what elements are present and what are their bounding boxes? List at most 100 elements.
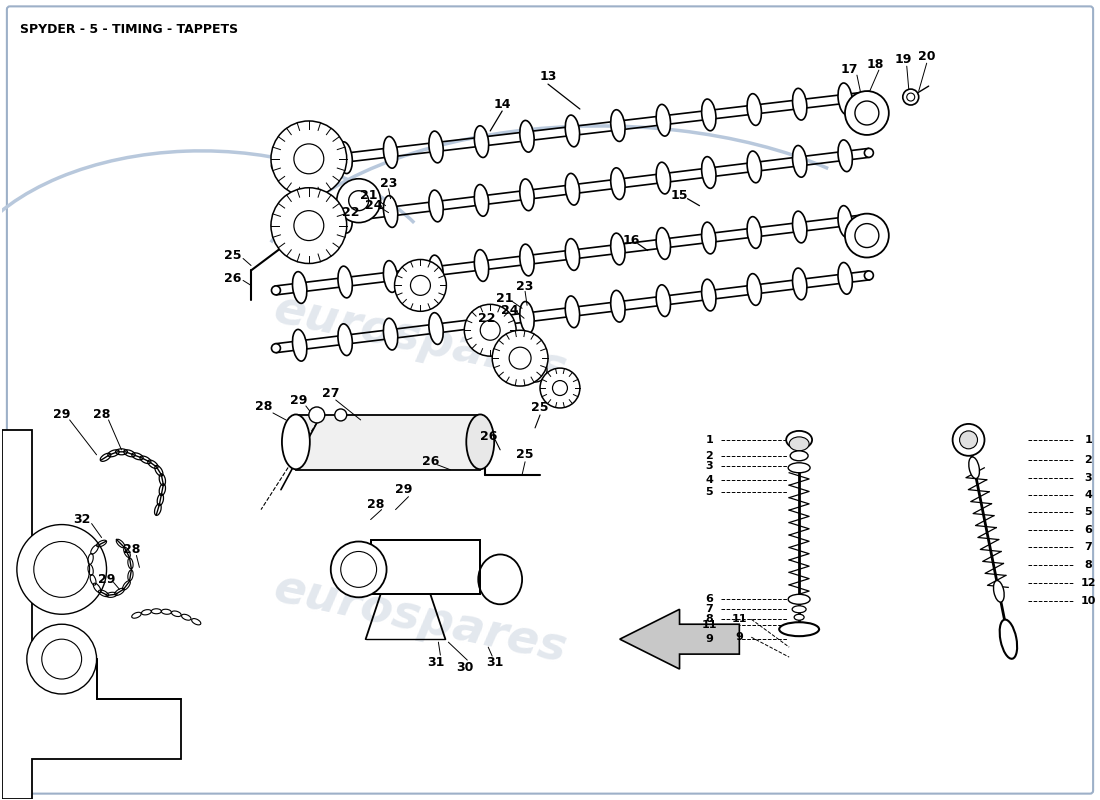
Ellipse shape [792,146,807,177]
Text: 23: 23 [379,178,397,190]
Circle shape [410,275,430,295]
Ellipse shape [338,142,352,174]
Text: 3: 3 [1085,473,1092,482]
Ellipse shape [838,206,853,238]
Circle shape [294,144,323,174]
Text: 29: 29 [290,394,308,406]
Ellipse shape [993,581,1004,602]
Ellipse shape [466,414,494,470]
Ellipse shape [969,457,979,478]
Circle shape [334,409,346,421]
Text: 16: 16 [623,234,640,247]
Ellipse shape [1000,619,1018,658]
Text: 25: 25 [224,249,242,262]
Text: 3: 3 [705,461,713,470]
Text: eurospares: eurospares [270,287,571,394]
Ellipse shape [792,268,807,300]
Ellipse shape [565,296,580,328]
Ellipse shape [792,211,807,243]
Circle shape [865,214,873,223]
Circle shape [271,188,346,263]
Ellipse shape [747,94,761,126]
Ellipse shape [702,222,716,254]
Circle shape [271,121,346,197]
Ellipse shape [520,179,535,210]
Text: 7: 7 [1085,542,1092,553]
Text: 26: 26 [480,430,497,443]
Circle shape [272,286,280,295]
Ellipse shape [790,451,808,461]
Text: 6: 6 [705,594,714,604]
Circle shape [552,381,568,395]
Ellipse shape [338,266,352,298]
Text: 25: 25 [531,402,549,414]
Ellipse shape [610,290,625,322]
Ellipse shape [656,162,671,194]
Circle shape [540,368,580,408]
Text: 10: 10 [1080,596,1096,606]
Text: 9: 9 [736,632,744,642]
Ellipse shape [789,594,810,604]
Ellipse shape [474,185,488,216]
Text: 7: 7 [705,604,713,614]
Text: 20: 20 [917,50,935,62]
Ellipse shape [702,279,716,311]
Circle shape [395,259,447,311]
Bar [371,539,481,594]
Text: 8: 8 [705,614,713,624]
Polygon shape [2,430,182,798]
Circle shape [34,542,89,598]
Ellipse shape [747,151,761,182]
Circle shape [865,271,873,280]
Circle shape [855,101,879,125]
Text: 29: 29 [395,483,412,496]
Circle shape [959,431,978,449]
Circle shape [481,320,500,340]
Text: 1: 1 [1085,435,1092,445]
Ellipse shape [702,99,716,130]
Circle shape [492,330,548,386]
Text: 18: 18 [866,58,883,70]
Ellipse shape [520,121,535,152]
Circle shape [337,178,381,222]
Ellipse shape [338,202,352,233]
Text: 24: 24 [502,304,519,317]
Ellipse shape [789,437,810,451]
Text: 4: 4 [705,474,714,485]
Bar [296,415,481,470]
Circle shape [294,210,323,241]
Text: 5: 5 [705,486,713,497]
Circle shape [845,91,889,135]
Text: 11: 11 [732,614,747,624]
Text: 28: 28 [123,543,140,556]
Text: 28: 28 [92,409,110,422]
Text: 21: 21 [496,292,514,305]
Circle shape [272,221,280,230]
Text: 17: 17 [840,62,858,76]
Ellipse shape [610,110,625,142]
Ellipse shape [282,414,310,470]
Ellipse shape [792,606,806,613]
Ellipse shape [429,131,443,163]
Ellipse shape [610,233,625,265]
Circle shape [855,224,879,247]
Ellipse shape [838,262,853,294]
Circle shape [524,358,547,382]
Text: 5: 5 [1085,506,1092,517]
Text: 8: 8 [1085,561,1092,570]
Ellipse shape [657,228,671,259]
Circle shape [349,190,368,210]
Circle shape [865,91,873,101]
Ellipse shape [610,168,625,199]
Text: 31: 31 [486,655,504,669]
Circle shape [272,344,280,353]
Circle shape [903,89,918,105]
Ellipse shape [520,302,535,334]
Text: 24: 24 [365,199,383,212]
Ellipse shape [293,272,307,303]
Text: 4: 4 [1085,490,1092,500]
Circle shape [26,624,97,694]
Text: 26: 26 [421,455,439,468]
Text: 32: 32 [73,513,90,526]
Text: 15: 15 [671,190,689,202]
